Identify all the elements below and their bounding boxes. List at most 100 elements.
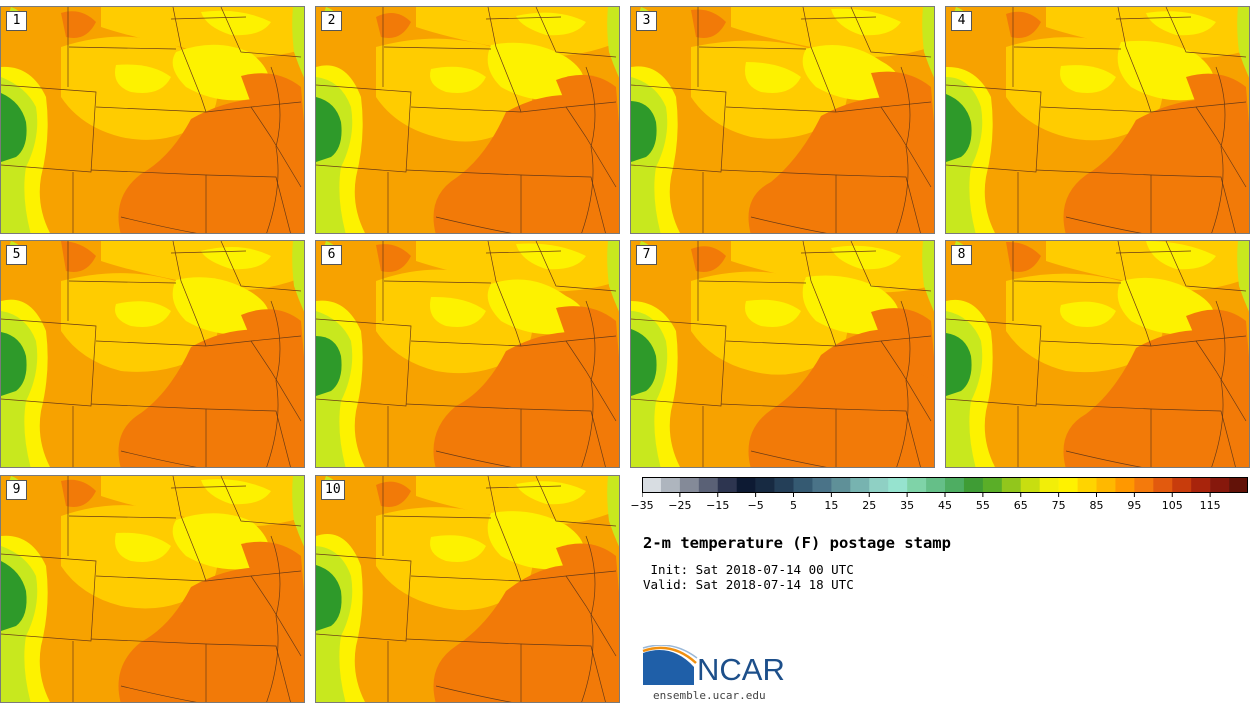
state-boundary [220,241,302,292]
state-boundary [850,7,932,58]
temperature-map [1,7,304,233]
temperature-map [316,241,619,467]
state-boundary [120,216,197,233]
temperature-field [1186,73,1249,147]
colorbar-bin [907,477,927,493]
temperature-field [922,7,934,78]
colorbar-bin [642,477,662,493]
state-boundary [485,485,562,489]
temperature-field [607,476,619,547]
colorbar-bin [963,477,984,493]
temperature-field [1,332,27,396]
temperature-field [607,7,619,78]
state-boundary [485,16,562,20]
state-boundary [520,643,606,702]
state-boundary [581,300,596,467]
ensemble-member-panel: 5 [0,240,305,468]
temperature-map [316,476,619,702]
state-boundary [581,66,596,233]
temperature-field [1,93,27,162]
state-boundary [1165,241,1247,292]
init-time: Init: Sat 2018-07-14 00 UTC [643,562,854,577]
state-boundary [1115,16,1192,20]
state-boundary [1211,66,1226,233]
state-boundary [1165,7,1247,58]
state-boundary [896,66,911,233]
state-boundary [435,450,512,467]
state-boundary [631,84,727,173]
temperature-field [118,329,304,467]
temperature-field [1063,330,1249,467]
temperature-field [871,71,934,147]
temperature-field [556,543,619,616]
state-boundary [802,241,837,347]
temperature-field [430,535,486,562]
state-boundary [68,515,177,519]
state-boundary [1117,241,1152,347]
state-boundary [383,46,492,50]
website-url[interactable]: ensemble.ucar.edu [653,689,766,702]
state-boundary [220,476,302,527]
colorbar-bin [1229,477,1248,493]
state-boundary [835,408,921,467]
state-boundary [1,318,97,407]
temperature-map [1,476,304,702]
colorbar-bin [1115,477,1135,493]
state-boundary [631,318,727,407]
ensemble-member-panel: 2 [315,6,620,234]
state-boundary [565,335,617,342]
member-number-label: 4 [951,11,972,31]
temperature-field [241,73,304,147]
temperature-field [871,308,934,381]
temperature-field [376,244,411,272]
ensemble-member-panel: 6 [315,240,620,468]
state-boundary [205,408,291,467]
state-boundary [172,241,207,347]
state-boundary [383,515,492,519]
colorbar-bin [869,477,889,493]
state-boundary [316,84,412,173]
state-boundary [1,553,97,642]
colorbar-bin [831,477,851,493]
temperature-field [922,241,934,312]
temperature-map [1,241,304,467]
colorbar-bin [717,477,737,493]
temperature-field [61,479,96,507]
temperature-field [748,97,934,233]
state-boundary [170,485,247,489]
colorbar-bin [1153,477,1173,493]
colorbar-bin [1020,477,1040,493]
logo-text: NCAR [697,652,785,687]
temperature-field [376,481,411,507]
colorbar-bin [1134,477,1154,493]
temperature-map [946,241,1249,467]
ensemble-member-panel: 10 [315,475,620,703]
state-boundary [850,241,932,292]
colorbar-bin [660,477,681,493]
state-boundary [250,570,302,577]
colorbar-graphic [642,477,1248,497]
temperature-field [1186,309,1249,381]
state-boundary [1040,340,1152,347]
temperature-field [433,564,619,702]
state-boundary [487,476,522,582]
colorbar-bin [755,477,775,493]
temperature-field [1,561,27,631]
temperature-field [1237,7,1249,78]
state-boundary [316,553,412,642]
state-boundary [1211,300,1226,467]
colorbar-bin [812,477,832,493]
state-boundary [1195,335,1247,342]
state-boundary [266,66,281,233]
state-boundary [520,106,617,188]
temperature-field [1146,241,1216,270]
state-boundary [95,575,207,582]
state-boundary [725,340,837,347]
temperature-field [831,8,901,36]
temperature-field [292,241,304,312]
temperature-field [201,247,271,270]
temperature-map [631,7,934,233]
ensemble-member-panel: 9 [0,475,305,703]
colorbar-bin [945,477,965,493]
state-boundary [880,335,932,342]
